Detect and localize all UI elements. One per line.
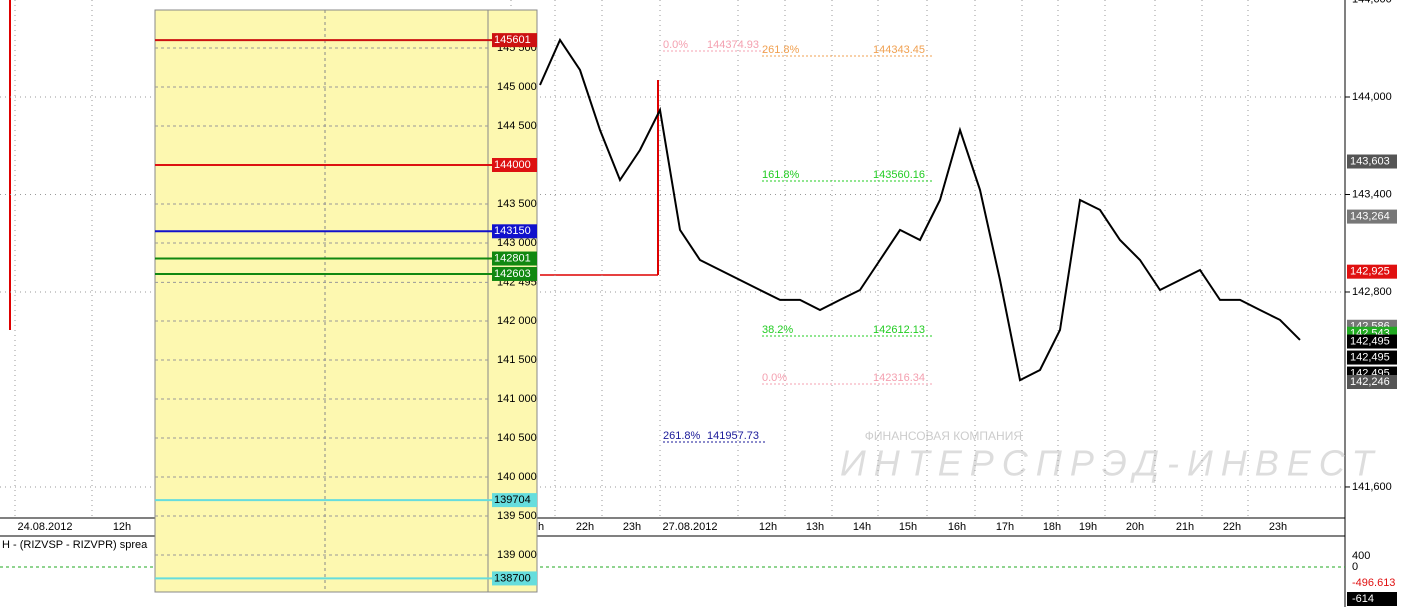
level-tag — [492, 224, 537, 239]
x-tick-label: 20h — [1126, 521, 1144, 533]
level-tag — [492, 33, 537, 48]
fib-level: 0.0% — [663, 39, 688, 51]
y-tick-label: 144,600 — [1352, 0, 1392, 5]
spread-label: -496.613 — [1352, 577, 1395, 589]
price-tag — [1347, 154, 1397, 169]
watermark-big: ИНТЕРСПРЭД-ИНВЕСТ — [840, 443, 1382, 484]
fib-price: 142612.13 — [873, 324, 925, 336]
level-tag-label: 143150 — [494, 225, 531, 237]
price-tag-label: 142,495 — [1350, 351, 1390, 363]
x-tick-label: 16h — [948, 521, 966, 533]
spread-tag — [1347, 592, 1397, 606]
fib-price: 141957.73 — [707, 430, 759, 442]
price-tag-label: 142,246 — [1350, 376, 1390, 388]
y-tick-label: 140 500 — [497, 432, 537, 444]
price-tag-label: 142,925 — [1350, 266, 1390, 278]
level-tag-label: 145601 — [494, 34, 531, 46]
x-tick-label: 13h — [806, 521, 824, 533]
price-tag-label: 142,495 — [1350, 335, 1390, 347]
y-tick-label: 141 500 — [497, 354, 537, 366]
price-tag-label: 143,264 — [1350, 210, 1390, 222]
x-tick-label: 24.08.2012 — [17, 521, 72, 533]
level-tag-label: 142603 — [494, 268, 531, 280]
price-tag — [1347, 350, 1397, 365]
x-tick-label: 14h — [853, 521, 871, 533]
x-tick-label: 22h — [576, 521, 594, 533]
x-tick-label: 17h — [996, 521, 1014, 533]
fib-price: 144343.45 — [873, 44, 925, 56]
y-tick-label: 139 500 — [497, 510, 537, 522]
overlay-bg — [154, 9, 538, 593]
level-tag-label: 139704 — [494, 494, 531, 506]
fib-price: 143560.16 — [873, 169, 925, 181]
level-tag — [492, 266, 537, 281]
level-tag-label: 138700 — [494, 572, 531, 584]
x-tick-label: 21h — [1176, 521, 1194, 533]
price-tag — [1347, 375, 1397, 390]
fib-price: 144374.93 — [707, 39, 759, 51]
y-tick-label: 143 500 — [497, 198, 537, 210]
x-tick-label: 19h — [1079, 521, 1097, 533]
x-tick-label: 15h — [899, 521, 917, 533]
y-tick-label: 143,400 — [1352, 188, 1392, 200]
fib-level: 261.8% — [762, 44, 800, 56]
price-line — [539, 37, 1301, 382]
price-tag — [1347, 209, 1397, 224]
fib-price: 142316.34 — [873, 372, 925, 384]
fib-level: 161.8% — [762, 169, 800, 181]
spread-tag — [1347, 576, 1397, 590]
y-tick-label: 145 000 — [497, 81, 537, 93]
x-tick-label: 18h — [1043, 521, 1061, 533]
fib-level: 38.2% — [762, 324, 793, 336]
x-tick-label: 22h — [1223, 521, 1241, 533]
x-tick-label: 12h — [759, 521, 777, 533]
x-tick-label: 23h — [1269, 521, 1287, 533]
y-tick-label: 143 000 — [497, 237, 537, 249]
level-tag — [492, 251, 537, 266]
y-tick-label: 144 500 — [497, 120, 537, 132]
level-tag — [492, 157, 537, 172]
watermark-small: ФИНАНСОВАЯ КОМПАНИЯ — [865, 429, 1022, 443]
fib-level: 0.0% — [762, 372, 787, 384]
price-tag — [1347, 334, 1397, 349]
fib-level: 261.8% — [663, 430, 701, 442]
spread-tag — [1347, 560, 1397, 574]
x-tick-label: 23h — [623, 521, 641, 533]
y-tick-label: 144,000 — [1352, 91, 1392, 103]
y-tick-label: 140 000 — [497, 471, 537, 483]
level-tag — [492, 493, 537, 508]
y-tick-label: 142,800 — [1352, 286, 1392, 298]
x-tick-label: 12h — [113, 521, 131, 533]
level-tag — [492, 571, 537, 586]
y-tick-label: 139 000 — [497, 549, 537, 561]
spread-tag — [1347, 549, 1397, 563]
price-tag-label: 143,603 — [1350, 155, 1390, 167]
spread-label: 400 — [1352, 550, 1370, 562]
x-tick-label: 27.08.2012 — [662, 521, 717, 533]
price-tag — [1347, 264, 1397, 279]
y-tick-label: 141 000 — [497, 393, 537, 405]
y-tick-label: 141,600 — [1352, 481, 1392, 493]
spread-label: 0 — [1352, 561, 1358, 573]
y-tick-label: 142 000 — [497, 315, 537, 327]
x-tick-label: h — [538, 521, 544, 533]
spread-title: H - (RIZVSP - RIZVPR) sprea — [2, 539, 148, 551]
level-tag-label: 144000 — [494, 159, 531, 171]
level-tag-label: 142801 — [494, 252, 531, 264]
spread-label: -614 — [1352, 593, 1374, 605]
